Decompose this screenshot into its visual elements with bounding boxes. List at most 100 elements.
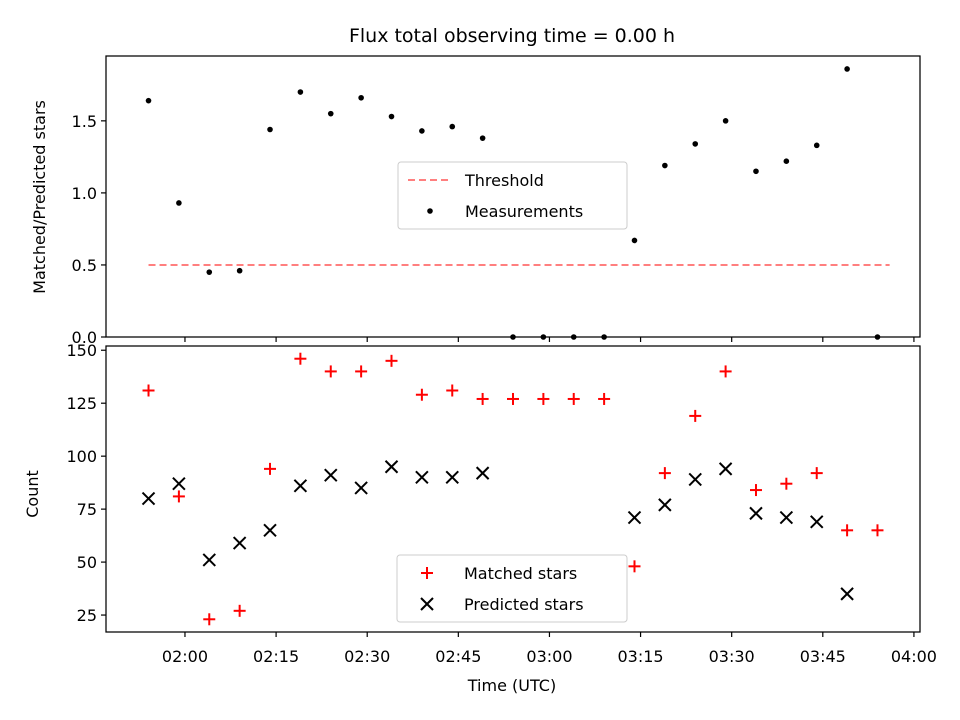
matched-star-point <box>294 352 307 365</box>
x-tick-label: 02:45 <box>435 647 481 666</box>
matched-stars-layer <box>142 352 884 626</box>
legend-measurements-swatch <box>427 208 433 214</box>
predicted-star-point <box>840 587 854 601</box>
bottom-y-ticks: 25 50 75 100 125 150 <box>66 341 106 625</box>
measurement-point <box>145 97 152 104</box>
x-tick-label: 02:15 <box>253 647 299 666</box>
bottom-y-axis-label: Count <box>23 470 42 518</box>
matched-star-point <box>355 365 368 378</box>
measurement-point <box>692 141 699 147</box>
predicted-star-point <box>779 510 794 525</box>
matched-star-point <box>507 392 519 405</box>
measurement-point <box>388 113 395 120</box>
x-tick-label: 02:30 <box>344 647 390 666</box>
top-panel: 0.0 0.5 1.0 1.5 Matched/Predicted stars Thr… <box>30 55 921 347</box>
measurement-point <box>479 135 486 141</box>
bottom-y-tick-label: 125 <box>66 394 97 413</box>
predicted-stars-layer <box>141 460 854 601</box>
matched-star-point <box>658 467 671 480</box>
matched-star-point <box>233 604 246 617</box>
matched-star-point <box>203 613 216 626</box>
matched-star-point <box>415 388 428 401</box>
x-axis-label: Time (UTC) <box>467 676 556 695</box>
measurement-point <box>327 110 334 117</box>
predicted-star-point <box>627 510 642 525</box>
measurement-point <box>631 237 638 244</box>
top-y-tick-label: 0.0 <box>72 328 97 347</box>
measurement-point <box>176 200 182 206</box>
predicted-star-point <box>445 470 459 485</box>
measurement-point <box>297 89 304 95</box>
legend-predicted-swatch <box>420 597 434 611</box>
bottom-y-tick-label: 75 <box>77 500 97 519</box>
top-y-ticks: 0.0 0.5 1.0 1.5 <box>72 112 106 347</box>
chart-title: Flux total observing time = 0.00 h <box>349 25 675 47</box>
measurements-layer <box>145 66 881 340</box>
predicted-star-point <box>749 506 763 521</box>
predicted-star-point <box>202 553 216 567</box>
predicted-star-point <box>232 536 247 550</box>
x-tick-label: 03:15 <box>618 647 664 666</box>
predicted-star-point <box>324 468 338 482</box>
measurement-point <box>358 94 364 101</box>
matched-star-point <box>385 354 398 367</box>
predicted-star-point <box>263 523 277 538</box>
matched-star-point <box>476 392 489 405</box>
predicted-star-point <box>688 472 702 487</box>
x-tick-label: 02:00 <box>162 647 208 666</box>
top-y-axis-label: Matched/Predicted stars <box>30 100 49 294</box>
predicted-star-point <box>415 470 429 485</box>
legend-threshold-label: Threshold <box>464 171 544 190</box>
predicted-star-point <box>475 466 490 480</box>
bottom-y-tick-label: 50 <box>77 553 97 572</box>
matched-star-point <box>719 365 732 378</box>
legend-matched-label: Matched stars <box>464 564 577 583</box>
predicted-star-point <box>384 460 399 474</box>
predicted-star-point <box>293 479 308 493</box>
matched-star-point <box>537 392 550 405</box>
matched-star-point <box>810 467 823 480</box>
top-y-tick-label: 1.5 <box>72 112 97 131</box>
predicted-star-point <box>718 462 733 476</box>
top-legend: Threshold Measurements <box>397 161 628 230</box>
matched-star-point <box>172 490 185 503</box>
matched-star-point <box>749 484 762 497</box>
top-x-ticks <box>184 337 915 342</box>
bottom-plot-frame <box>105 345 921 633</box>
legend-matched-swatch <box>421 567 433 579</box>
predicted-star-point <box>354 481 368 495</box>
matched-star-point <box>871 524 884 537</box>
measurement-point <box>267 126 273 133</box>
predicted-star-point <box>658 498 672 512</box>
measurement-point <box>783 158 790 164</box>
measurement-point <box>449 123 456 130</box>
matched-star-point <box>689 409 702 422</box>
matched-star-point <box>780 477 793 490</box>
matched-star-point <box>264 462 277 475</box>
measurement-point <box>722 118 729 124</box>
matched-star-point <box>324 365 337 378</box>
top-y-tick-label: 0.5 <box>72 256 97 275</box>
bottom-x-ticks: 02:00 02:15 02:30 02:45 03:00 03:15 03:30 03:45… <box>162 632 937 666</box>
x-tick-label: 04:00 <box>891 647 937 666</box>
measurement-point <box>236 267 243 274</box>
bottom-y-tick-label: 25 <box>77 606 97 625</box>
measurement-point <box>753 168 759 175</box>
legend-predicted-label: Predicted stars <box>464 595 584 614</box>
measurement-point <box>419 128 425 134</box>
predicted-star-point <box>810 515 824 529</box>
predicted-star-point <box>172 476 186 491</box>
x-tick-label: 03:30 <box>709 647 755 666</box>
x-tick-label: 03:00 <box>526 647 572 666</box>
bottom-y-tick-label: 100 <box>66 447 97 466</box>
matched-star-point <box>628 560 641 573</box>
predicted-star-point <box>141 491 156 506</box>
bottom-panel: 25 50 75 100 125 150 02:00 02:15 02:30 02:45 03:0… <box>23 341 937 695</box>
bottom-legend: Matched stars Predicted stars <box>396 554 628 623</box>
top-plot-frame <box>105 55 921 338</box>
matched-star-point <box>446 384 459 397</box>
matched-star-point <box>598 392 611 405</box>
x-tick-label: 03:45 <box>800 647 846 666</box>
measurement-point <box>206 269 213 275</box>
